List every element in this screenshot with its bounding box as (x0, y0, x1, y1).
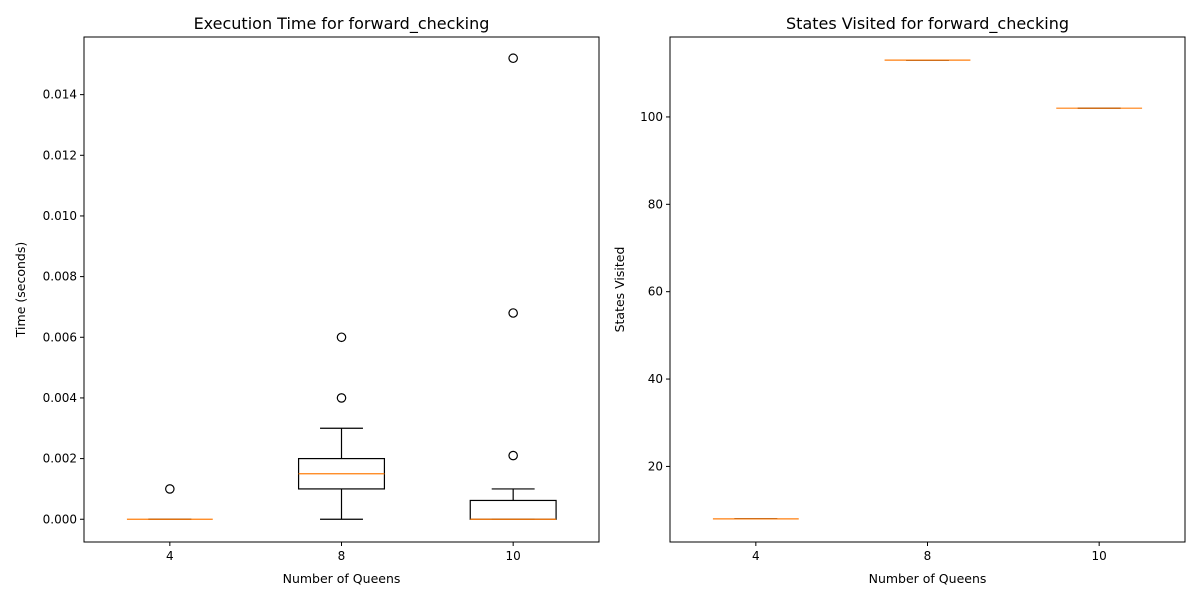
y-ticks-states-visited: 20 40 60 80 100 (640, 110, 670, 473)
y-tick-label: 0.012 (43, 148, 77, 162)
states-visited-panel: States Visited for forward_checking Numb… (612, 14, 1186, 586)
y-tick-label: 20 (648, 459, 663, 473)
x-tick-label: 10 (506, 549, 521, 563)
execution-time-panel: Execution Time for forward_checking Numb… (13, 14, 600, 586)
x-axis-label-states-visited: Number of Queens (869, 571, 987, 586)
x-ticks-states-visited: 4 8 10 (752, 542, 1107, 563)
y-tick-label: 0.014 (43, 88, 77, 102)
box-10 (469, 53, 557, 520)
y-axis-label-states-visited: States Visited (612, 247, 627, 333)
y-axis-label-execution-time: Time (seconds) (13, 242, 28, 338)
y-tick-label: 0.004 (43, 391, 77, 405)
y-tick-label: 100 (640, 110, 663, 124)
y-tick-label: 0.000 (43, 512, 77, 526)
plot-frame-execution-time (83, 36, 600, 543)
box-body (469, 499, 557, 520)
x-tick-label: 4 (166, 549, 174, 563)
x-tick-label: 8 (924, 549, 932, 563)
y-tick-label: 0.006 (43, 330, 77, 344)
outlier-point (336, 332, 347, 343)
outlier-point (336, 393, 347, 403)
y-tick-label: 60 (648, 285, 663, 299)
x-tick-label: 4 (752, 549, 760, 563)
y-tick-label: 80 (648, 197, 663, 211)
outlier-point (508, 450, 518, 461)
x-tick-label: 8 (338, 549, 346, 563)
x-axis-label-execution-time: Number of Queens (283, 571, 401, 586)
y-tick-label: 40 (648, 372, 663, 386)
boxes-states-visited (712, 59, 1143, 520)
outlier-point (508, 53, 518, 64)
y-tick-label: 0.010 (43, 209, 77, 223)
x-ticks-execution-time: 4 8 10 (166, 542, 521, 563)
chart-title-execution-time: Execution Time for forward_checking (194, 14, 490, 34)
boxes-execution-time (126, 53, 557, 520)
chart-title-states-visited: States Visited for forward_checking (786, 14, 1069, 34)
y-ticks-execution-time: 0.000 0.002 0.004 0.006 0.008 0.010 0.012 0.014 (43, 88, 84, 526)
y-tick-label: 0.002 (43, 452, 77, 466)
y-tick-label: 0.008 (43, 270, 77, 284)
outlier-point (165, 484, 175, 494)
box-4 (126, 484, 213, 520)
plot-frame-states-visited (669, 36, 1186, 543)
x-tick-label: 10 (1092, 549, 1107, 563)
outlier-point (508, 308, 518, 318)
box-8 (297, 332, 386, 520)
